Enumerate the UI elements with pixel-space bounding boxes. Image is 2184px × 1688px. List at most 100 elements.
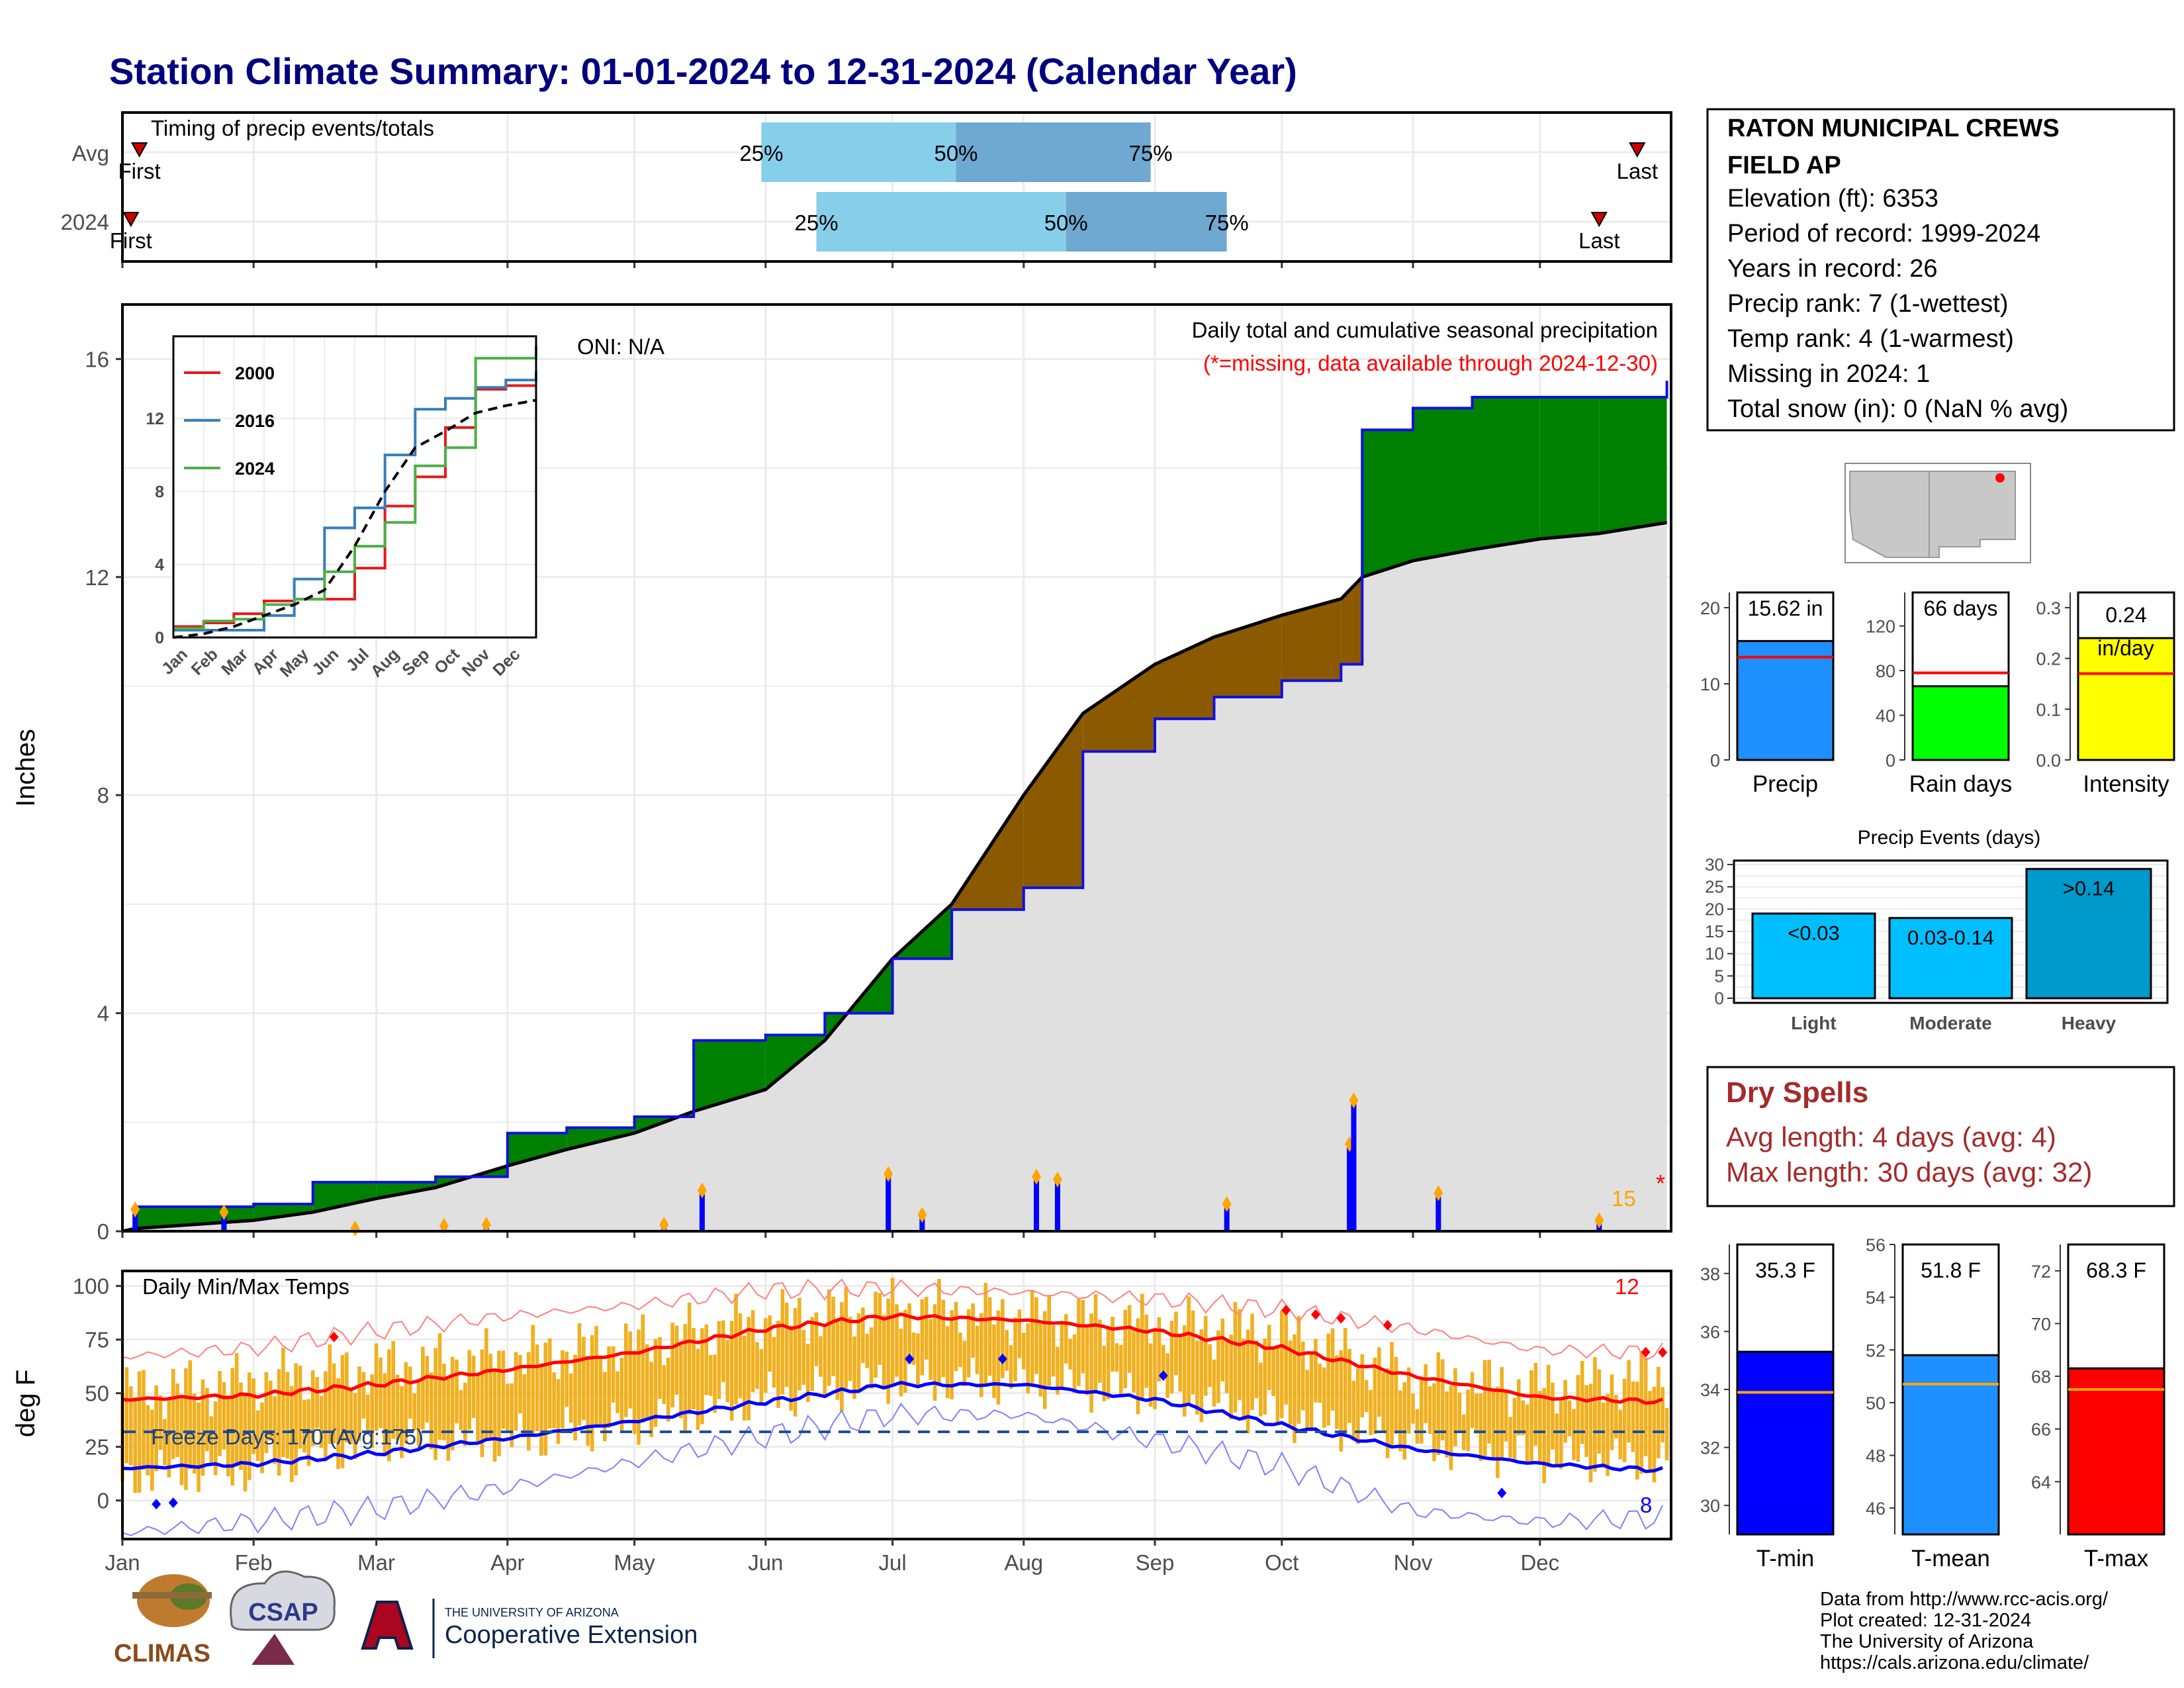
temp-y-axis-label: deg F xyxy=(11,1370,40,1437)
record-high-line xyxy=(122,1278,1664,1361)
locator-map xyxy=(1844,463,2031,563)
tmin-tick-label: 30 xyxy=(1700,1496,1720,1516)
rain-days-value-label: 66 days xyxy=(1923,596,1997,620)
tmax-value-label: 68.3 F xyxy=(2086,1258,2146,1282)
temp-day-bar xyxy=(907,1303,911,1364)
rain-days-tick-label: 0 xyxy=(1886,751,1895,771)
temp-day-bar xyxy=(1259,1362,1263,1417)
temp-day-bar xyxy=(1529,1370,1533,1462)
temp-day-bar xyxy=(281,1347,285,1458)
temp-day-bar xyxy=(793,1308,797,1417)
temp-day-bar xyxy=(1136,1318,1140,1415)
temp-day-bar xyxy=(861,1307,865,1364)
temp-day-bar xyxy=(1664,1407,1669,1461)
timing-panel: Timing of precip events/totals Avg 2024 … xyxy=(61,111,1672,268)
temp-day-bar xyxy=(361,1372,366,1419)
month-axis: Jan Feb Mar Apr May Jun Jul Aug Sep Oct Nov Dec xyxy=(105,1539,1559,1575)
temp-day-bar xyxy=(328,1344,332,1444)
timing-panel-label: Timing of precip events/totals xyxy=(151,116,434,140)
daily-precip-marker xyxy=(130,1201,140,1218)
temp-day-bar xyxy=(1127,1305,1132,1373)
temp-day-bar xyxy=(205,1387,209,1452)
temp-daily-range-bars xyxy=(120,1278,1669,1493)
temp-day-bar xyxy=(1034,1297,1038,1374)
temp-day-bar xyxy=(586,1356,590,1446)
rain-days-bar xyxy=(1911,685,2010,761)
anomaly-segment xyxy=(1539,397,1600,539)
temp-day-bar xyxy=(1271,1347,1275,1396)
temp-day-bar xyxy=(357,1366,361,1441)
temp-day-bar xyxy=(1398,1390,1402,1452)
temp-day-bar xyxy=(561,1350,565,1429)
events-tick-label: 30 xyxy=(1705,855,1724,874)
temp-day-bar xyxy=(1440,1359,1445,1440)
temp-day-bar xyxy=(379,1357,383,1429)
temp-panel-label: Daily Min/Max Temps xyxy=(142,1274,349,1299)
temp-day-bar xyxy=(784,1302,789,1387)
temp-day-bar xyxy=(248,1372,251,1480)
temp-day-bar xyxy=(577,1323,582,1426)
temp-day-bar xyxy=(133,1397,137,1493)
ua-large-text: Cooperative Extension xyxy=(445,1621,698,1649)
temp-day-bar xyxy=(924,1297,929,1360)
station-box-frame xyxy=(1706,108,2175,432)
month-label: Mar xyxy=(357,1550,395,1575)
daily-precip-marker xyxy=(697,1182,707,1199)
timing-pct-label: 25% xyxy=(739,141,783,165)
footer-credit-line: The University of Arizona xyxy=(1820,1631,2034,1652)
temp-day-bar xyxy=(1457,1392,1462,1432)
temp-day-bar xyxy=(713,1354,717,1413)
temp-day-bar xyxy=(471,1356,476,1419)
temp-day-bar xyxy=(1360,1354,1365,1418)
temp-day-bar xyxy=(1381,1372,1386,1432)
record-high-marker xyxy=(1383,1319,1392,1331)
temp-day-bar xyxy=(607,1346,612,1429)
tmax-tick-label: 64 xyxy=(2031,1472,2051,1492)
temp-day-bar xyxy=(179,1395,184,1485)
temp-day-bar xyxy=(226,1395,230,1477)
anomaly-segment xyxy=(1083,664,1155,752)
temp-day-bar xyxy=(412,1393,416,1430)
climas-logo: CLIMAS xyxy=(114,1574,212,1667)
temp-day-bar xyxy=(865,1333,870,1368)
temp-day-bar xyxy=(268,1380,273,1440)
month-label: May xyxy=(614,1550,655,1575)
temp-day-bar xyxy=(1504,1389,1508,1442)
temp-day-bar xyxy=(895,1304,899,1377)
inset-legend-label: 2016 xyxy=(235,411,275,431)
temp-day-bar xyxy=(1326,1333,1330,1426)
temp-day-bar xyxy=(1081,1299,1085,1374)
temp-day-bar xyxy=(743,1335,747,1421)
temp-day-bar xyxy=(302,1399,306,1453)
temp-day-bar xyxy=(692,1328,696,1409)
inset-y-tick-label: 4 xyxy=(155,556,164,575)
temp-day-bar xyxy=(1339,1350,1343,1452)
temp-day-bar xyxy=(1369,1389,1373,1435)
temp-day-bar xyxy=(391,1340,395,1439)
temp-day-bar xyxy=(1521,1400,1525,1435)
observed-cumulative-line xyxy=(122,381,1668,1233)
temp-day-bar xyxy=(501,1350,506,1429)
temp-day-bar xyxy=(615,1371,619,1413)
tmax-label: T-max xyxy=(2084,1546,2149,1571)
temp-day-bar xyxy=(1588,1383,1593,1483)
temp-day-bar xyxy=(289,1385,294,1482)
temp-day-bar xyxy=(124,1367,129,1464)
temp-day-bar xyxy=(937,1278,941,1386)
daily-precip-bar xyxy=(1054,1179,1060,1231)
temp-day-bar xyxy=(852,1336,856,1399)
record-low-marker xyxy=(168,1497,178,1509)
temp-day-bar xyxy=(506,1383,510,1432)
daily-precip-bars xyxy=(130,1092,1604,1237)
temp-day-bar xyxy=(353,1393,357,1460)
daily-precip-marker xyxy=(917,1207,927,1223)
inset-y-axis: 0 4 8 12 xyxy=(146,410,164,647)
temp-day-bar xyxy=(708,1355,713,1396)
temp-day-bar xyxy=(819,1336,823,1377)
temp-day-bar xyxy=(1631,1382,1635,1452)
inset-x-tick-label: Aug xyxy=(367,645,403,680)
temp-day-bar xyxy=(1275,1345,1280,1423)
avg-tmin-line xyxy=(122,1380,1664,1474)
tmean-value-label: 51.8 F xyxy=(1921,1258,1981,1282)
temp-day-bar xyxy=(463,1382,467,1446)
